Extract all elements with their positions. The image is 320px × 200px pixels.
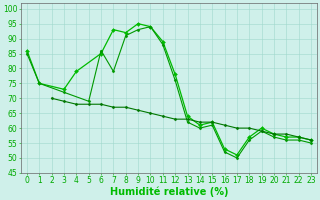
X-axis label: Humidité relative (%): Humidité relative (%) <box>110 187 228 197</box>
